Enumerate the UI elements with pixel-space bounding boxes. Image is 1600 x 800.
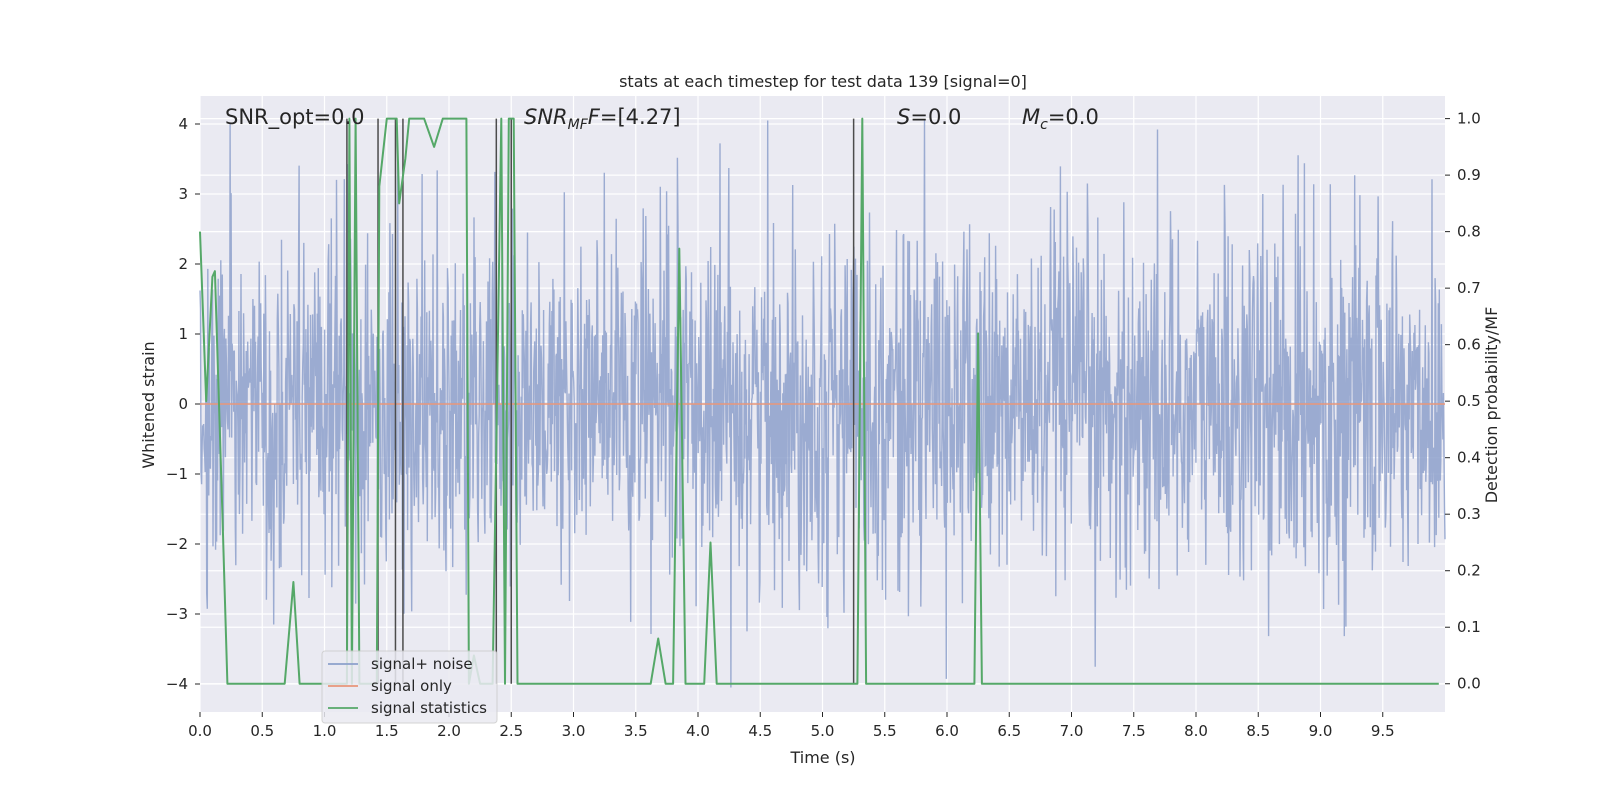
y-ticks-left: −4 −3 −2 −1 0 1 2 3 4 bbox=[166, 115, 200, 693]
x-tick-label: 2.5 bbox=[499, 722, 523, 740]
y-tick-label-left: −4 bbox=[166, 675, 188, 693]
x-tick-label: 1.0 bbox=[313, 722, 337, 740]
y-tick-label-right: 0.0 bbox=[1457, 675, 1481, 693]
legend-entry-signal-plus-noise: signal+ noise bbox=[328, 655, 473, 673]
legend-label: signal only bbox=[371, 677, 452, 695]
y-axis-label-right: Detection probability/MF bbox=[1482, 307, 1501, 504]
x-tick-label: 6.0 bbox=[935, 722, 959, 740]
y-tick-label-left: 1 bbox=[178, 325, 188, 343]
x-tick-label: 0.0 bbox=[188, 722, 212, 740]
legend-label: signal statistics bbox=[371, 699, 487, 717]
y-tick-label-right: 1.0 bbox=[1457, 110, 1481, 128]
y-tick-label-right: 0.3 bbox=[1457, 505, 1481, 523]
legend-entry-signal-only: signal only bbox=[328, 677, 452, 695]
annotation-s: S=0.0 bbox=[897, 105, 961, 129]
x-tick-label: 5.5 bbox=[873, 722, 897, 740]
x-tick-label: 7.5 bbox=[1122, 722, 1146, 740]
x-tick-label: 9.0 bbox=[1309, 722, 1333, 740]
x-tick-label: 7.0 bbox=[1060, 722, 1084, 740]
signal-plus-noise-line bbox=[199, 120, 1446, 688]
x-axis-label: Time (s) bbox=[789, 748, 855, 767]
x-tick-label: 0.5 bbox=[250, 722, 274, 740]
annotations: SNR_opt=0.0 SNRMFF=[4.27] S=0.0 Mc=0.0 bbox=[225, 105, 1099, 133]
x-ticks: 0.0 0.5 1.0 1.5 2.0 2.5 3.0 3.5 4.0 4.5 5.0 5.5 6.0 6… bbox=[188, 712, 1395, 740]
legend: signal+ noise signal only signal statist… bbox=[321, 650, 498, 724]
y-axis-label-left: Whitened strain bbox=[139, 341, 158, 468]
x-tick-label: 6.5 bbox=[997, 722, 1021, 740]
annotation-snr-opt: SNR_opt=0.0 bbox=[225, 105, 365, 130]
x-tick-label: 4.0 bbox=[686, 722, 710, 740]
legend-entry-signal-statistics: signal statistics bbox=[328, 699, 487, 717]
y-tick-label-right: 0.5 bbox=[1457, 392, 1481, 410]
y-tick-label-right: 0.4 bbox=[1457, 449, 1481, 467]
x-tick-label: 1.5 bbox=[375, 722, 399, 740]
y-tick-label-left: −3 bbox=[166, 605, 188, 623]
y-tick-label-right: 0.1 bbox=[1457, 618, 1481, 636]
y-tick-label-left: 2 bbox=[178, 255, 188, 273]
y-tick-label-right: 0.6 bbox=[1457, 336, 1481, 354]
y-tick-label-left: −1 bbox=[166, 465, 188, 483]
x-tick-label: 8.0 bbox=[1184, 722, 1208, 740]
legend-label: signal+ noise bbox=[371, 655, 473, 673]
y-tick-label-right: 0.9 bbox=[1457, 166, 1481, 184]
x-tick-label: 9.5 bbox=[1371, 722, 1395, 740]
y-tick-label-right: 0.8 bbox=[1457, 223, 1481, 241]
y-tick-label-right: 0.7 bbox=[1457, 279, 1481, 297]
annotation-mc: Mc=0.0 bbox=[1022, 105, 1099, 133]
chart-title: stats at each timestep for test data 139… bbox=[619, 72, 1027, 91]
y-ticks-right: 0.0 0.1 0.2 0.3 0.4 0.5 0.6 0.7 0.8 0.9 1.0 bbox=[1445, 110, 1481, 693]
y-tick-label-left: 3 bbox=[178, 185, 188, 203]
legend-box bbox=[321, 650, 498, 724]
x-tick-label: 3.5 bbox=[624, 722, 648, 740]
y-tick-label-right: 0.2 bbox=[1457, 562, 1481, 580]
x-tick-label: 5.0 bbox=[811, 722, 835, 740]
annotation-snr-mf: SNRMFF=[4.27] bbox=[524, 105, 681, 133]
y-tick-label-left: 4 bbox=[178, 115, 188, 133]
x-tick-label: 4.5 bbox=[748, 722, 772, 740]
y-tick-label-left: 0 bbox=[178, 395, 188, 413]
series-signal-plus-noise bbox=[199, 120, 1446, 688]
x-tick-label: 2.0 bbox=[437, 722, 461, 740]
x-tick-label: 8.5 bbox=[1246, 722, 1270, 740]
y-tick-label-left: −2 bbox=[166, 535, 188, 553]
x-tick-label: 3.0 bbox=[562, 722, 586, 740]
